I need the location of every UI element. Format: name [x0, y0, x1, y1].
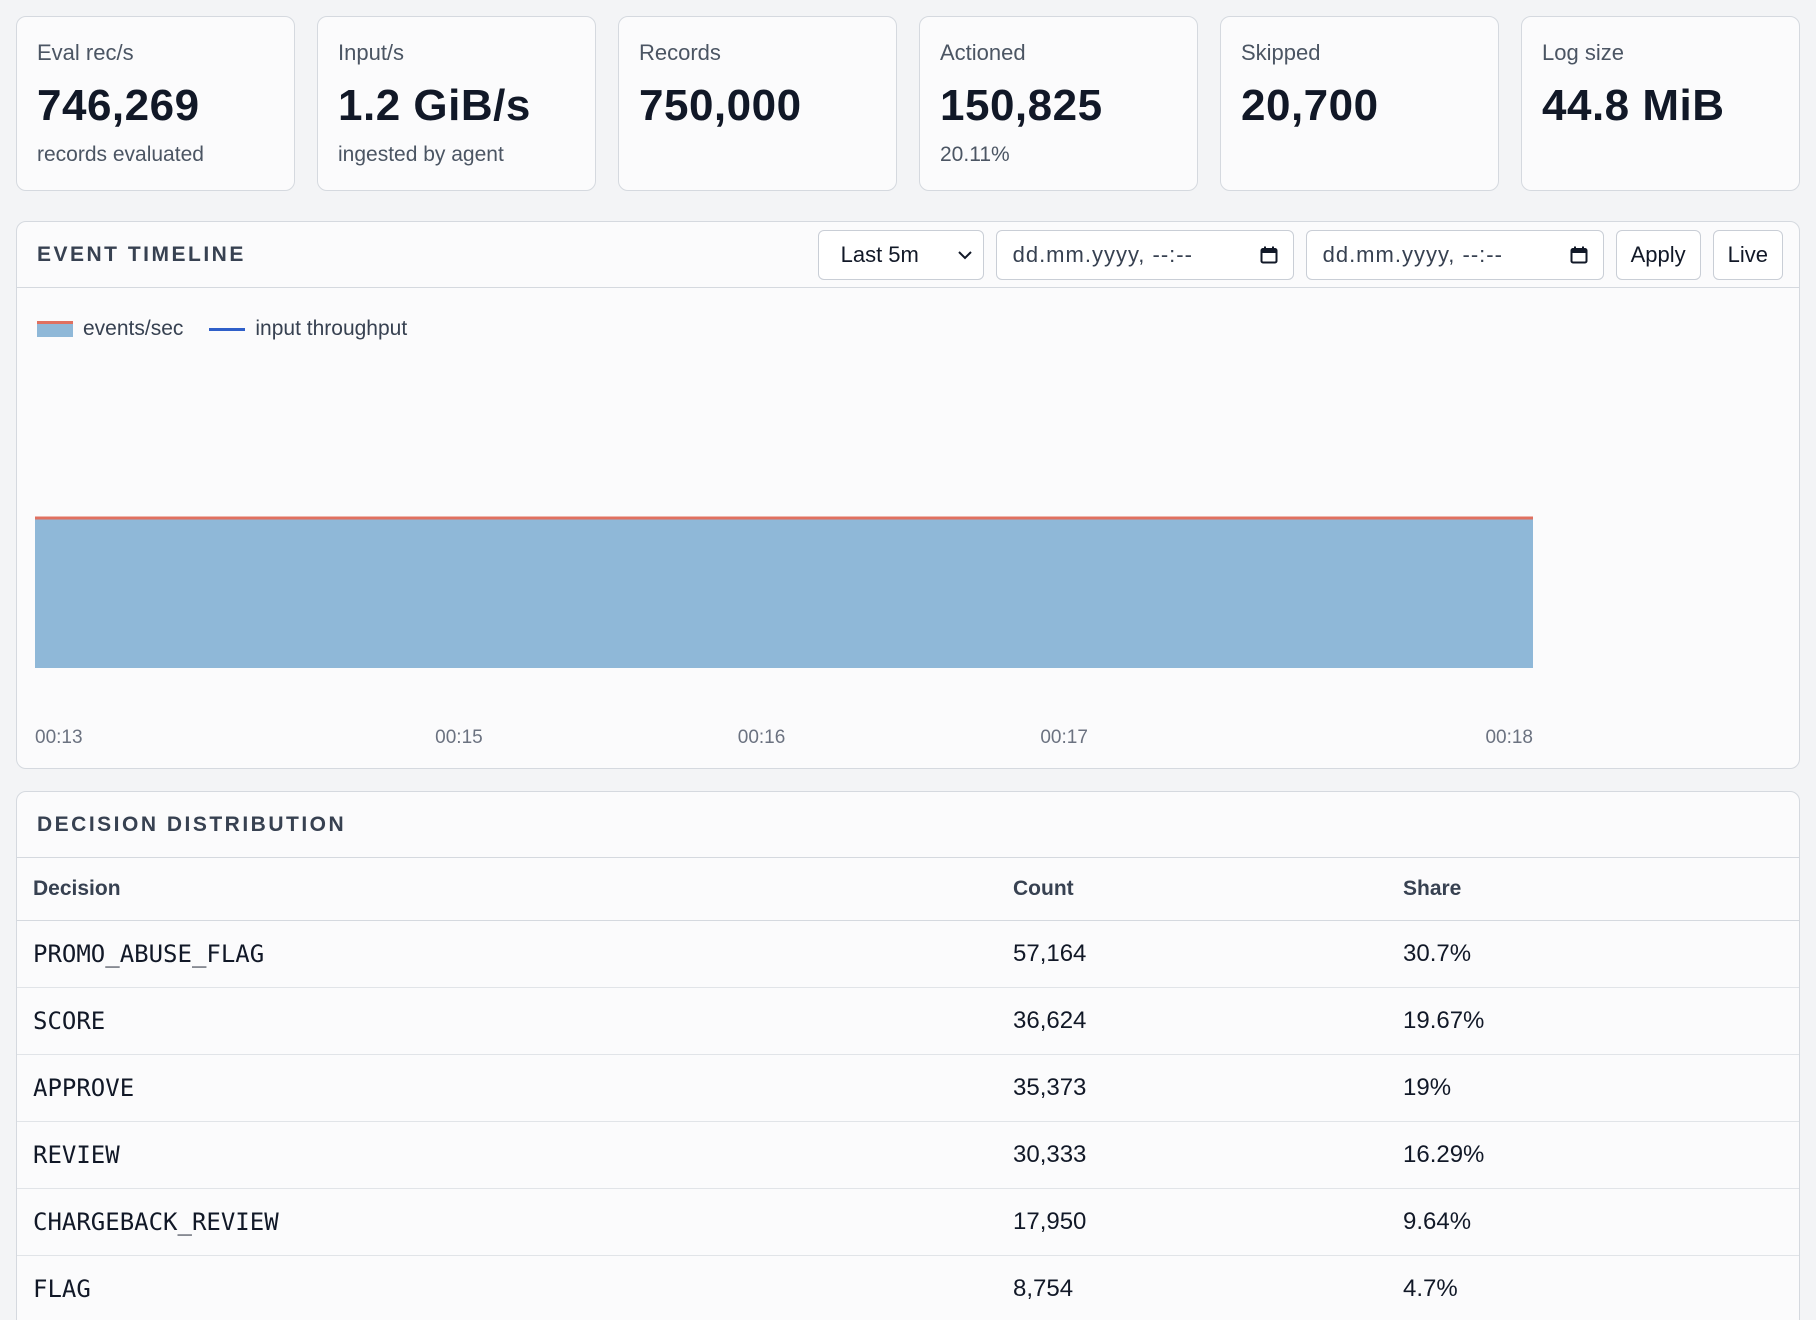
- timeline-header: EVENT TIMELINE Last 5m dd.mm.yyyy, --:--…: [17, 222, 1799, 288]
- legend-swatch-area: [37, 321, 73, 337]
- stat-label: Actioned: [940, 40, 1026, 65]
- share-cell: 30.7%: [1387, 920, 1799, 988]
- stat-value: 44.8 MiB: [1542, 81, 1725, 130]
- event-timeline-panel: EVENT TIMELINE Last 5m dd.mm.yyyy, --:--…: [16, 221, 1800, 769]
- stat-card-eval-rate: Eval rec/s 746,269 records evaluated: [16, 16, 295, 191]
- series-area-events: [35, 518, 1533, 668]
- legend-label: events/sec: [83, 317, 184, 340]
- count-cell: 30,333: [997, 1121, 1387, 1189]
- table-row: SCORE 36,624 19.67%: [17, 987, 1799, 1055]
- x-tick-label: 00:18: [1485, 727, 1533, 748]
- stat-card-actioned: Actioned 150,825 20.11%: [919, 16, 1198, 191]
- stat-card-input-rate: Input/s 1.2 GiB/s ingested by agent: [317, 16, 596, 191]
- stat-subtext: records evaluated: [37, 143, 204, 166]
- chart-area: 00:13 00:15 00:16 00:17 00:18: [17, 348, 1799, 768]
- decision-distribution-panel: DECISION DISTRIBUTION Decision Count Sha…: [16, 791, 1800, 1320]
- share-cell: 19.67%: [1387, 987, 1799, 1055]
- stat-value: 20,700: [1241, 81, 1379, 130]
- table-row: CHARGEBACK_REVIEW 17,950 9.64%: [17, 1188, 1799, 1256]
- table-row: FLAG 8,754 4.7%: [17, 1255, 1799, 1320]
- count-cell: 17,950: [997, 1188, 1387, 1256]
- stat-label: Log size: [1542, 40, 1624, 65]
- live-button[interactable]: Live: [1712, 229, 1783, 280]
- stat-card-records: Records 750,000: [618, 16, 897, 191]
- date-from-placeholder: dd.mm.yyyy, --:--: [1012, 241, 1193, 267]
- stat-value: 750,000: [639, 81, 802, 130]
- date-to-placeholder: dd.mm.yyyy, --:--: [1322, 241, 1503, 267]
- table-row: REVIEW 30,333 16.29%: [17, 1121, 1799, 1189]
- share-cell: 9.64%: [1387, 1188, 1799, 1256]
- stat-value: 150,825: [940, 81, 1103, 130]
- stats-row: Eval rec/s 746,269 records evaluated Inp…: [16, 16, 1800, 191]
- distribution-header: DECISION DISTRIBUTION: [17, 792, 1799, 858]
- calendar-icon[interactable]: [1569, 245, 1589, 265]
- apply-button[interactable]: Apply: [1615, 229, 1701, 280]
- legend-label: input throughput: [255, 317, 408, 340]
- stat-label: Input/s: [338, 40, 405, 65]
- stat-label: Records: [639, 40, 721, 65]
- timeline-controls: Last 5m dd.mm.yyyy, --:-- dd.mm.yyyy, --…: [817, 229, 1783, 280]
- range-select-value: Last 5m: [840, 241, 919, 267]
- x-tick-label: 00:15: [435, 727, 483, 748]
- legend-item-throughput[interactable]: input throughput: [209, 317, 407, 341]
- decision-cell: CHARGEBACK_REVIEW: [17, 1188, 997, 1256]
- stat-label: Skipped: [1241, 40, 1321, 65]
- stat-value: 746,269: [37, 81, 200, 130]
- count-cell: 35,373: [997, 1054, 1387, 1122]
- x-tick-label: 00:13: [35, 727, 83, 748]
- share-cell: 19%: [1387, 1054, 1799, 1122]
- distribution-table: Decision Count Share PROMO_ABUSE_FLAG 57…: [17, 858, 1799, 1320]
- x-tick-label: 00:16: [738, 727, 786, 748]
- date-from-input[interactable]: dd.mm.yyyy, --:--: [995, 229, 1294, 280]
- chevron-down-icon: [955, 245, 975, 265]
- date-to-input[interactable]: dd.mm.yyyy, --:--: [1305, 229, 1604, 280]
- stat-subtext: 20.11%: [940, 143, 1010, 166]
- column-header-count[interactable]: Count: [997, 858, 1387, 921]
- legend-item-events[interactable]: events/sec: [37, 317, 183, 341]
- x-tick-label: 00:17: [1040, 727, 1088, 748]
- timeline-chart: 00:13 00:15 00:16 00:17 00:18: [35, 516, 1533, 748]
- stat-subtext: ingested by agent: [338, 143, 504, 166]
- stat-value: 1.2 GiB/s: [338, 81, 531, 130]
- decision-cell: REVIEW: [17, 1121, 997, 1189]
- share-cell: 4.7%: [1387, 1255, 1799, 1320]
- decision-cell: PROMO_ABUSE_FLAG: [17, 920, 997, 988]
- decision-cell: FLAG: [17, 1255, 997, 1320]
- calendar-icon[interactable]: [1259, 245, 1279, 265]
- chart-legend: events/sec input throughput: [17, 288, 1799, 348]
- column-header-decision[interactable]: Decision: [17, 858, 997, 921]
- distribution-title: DECISION DISTRIBUTION: [37, 812, 347, 836]
- stat-card-skipped: Skipped 20,700: [1220, 16, 1499, 191]
- table-row: PROMO_ABUSE_FLAG 57,164 30.7%: [17, 920, 1799, 988]
- timeline-title: EVENT TIMELINE: [37, 242, 246, 266]
- count-cell: 8,754: [997, 1255, 1387, 1320]
- table-row: APPROVE 35,373 19%: [17, 1054, 1799, 1122]
- share-cell: 16.29%: [1387, 1121, 1799, 1189]
- range-select[interactable]: Last 5m: [817, 229, 984, 280]
- column-header-share[interactable]: Share: [1387, 858, 1799, 921]
- stat-label: Eval rec/s: [37, 40, 134, 65]
- table-header-row: Decision Count Share: [17, 858, 1799, 921]
- decision-cell: APPROVE: [17, 1054, 997, 1122]
- decision-cell: SCORE: [17, 987, 997, 1055]
- count-cell: 36,624: [997, 987, 1387, 1055]
- stat-card-log-size: Log size 44.8 MiB: [1521, 16, 1800, 191]
- legend-swatch-line: [209, 327, 246, 331]
- count-cell: 57,164: [997, 920, 1387, 988]
